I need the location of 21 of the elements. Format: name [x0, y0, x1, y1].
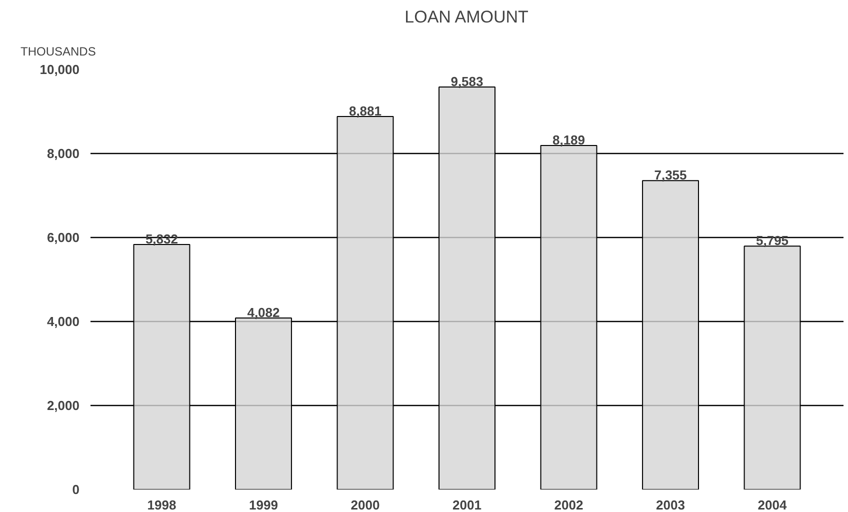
- data-label: 4,082: [247, 305, 280, 320]
- chart-title: LOAN AMOUNT: [404, 8, 528, 26]
- y-tick-label: 2,000: [46, 398, 80, 413]
- data-label: 7,355: [654, 168, 687, 183]
- data-label: 8,881: [348, 104, 382, 118]
- x-tick-label: 1998: [147, 498, 176, 512]
- y-tick-label: 8,000: [46, 146, 80, 161]
- data-label: 8,189: [552, 132, 586, 148]
- y-tick-label: 4,000: [46, 314, 80, 329]
- x-tick-label: 1999: [249, 498, 278, 512]
- data-label: 5,795: [756, 233, 789, 248]
- x-tick-label: 2002: [554, 498, 584, 512]
- y-tick-label: 0: [72, 482, 80, 497]
- y-tick-label: 10,000: [40, 62, 80, 77]
- y-tick-label: 6,000: [46, 230, 80, 245]
- y-axis-title: THOUSANDS: [20, 44, 96, 58]
- data-label: 9,583: [450, 74, 484, 90]
- x-tick-label: 2001: [452, 498, 482, 512]
- x-tick-label: 2004: [758, 498, 788, 512]
- x-tick-label: 2000: [350, 498, 380, 512]
- x-tick-label: 2003: [656, 498, 685, 512]
